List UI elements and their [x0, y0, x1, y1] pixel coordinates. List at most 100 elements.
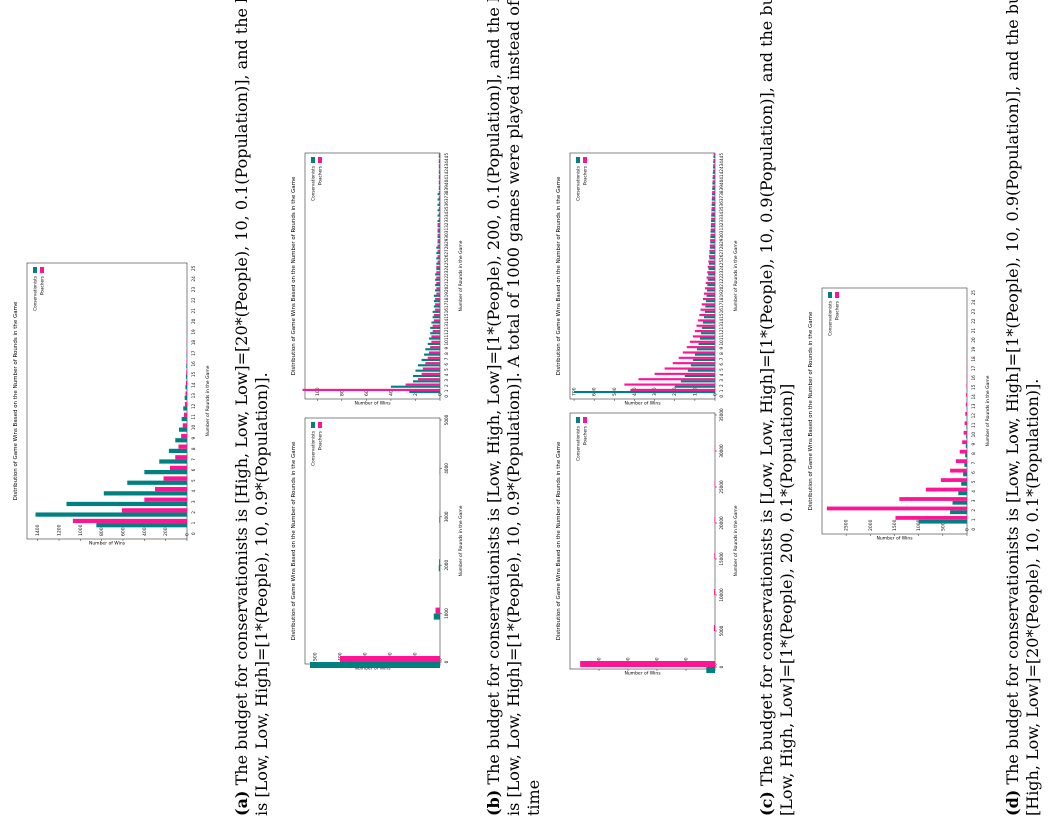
- bar-conservationists: [437, 241, 440, 244]
- x-tick-label: 12: [444, 329, 449, 335]
- bar-conservationists: [966, 434, 967, 439]
- y-axis-label: Number of Wins: [89, 541, 126, 546]
- bar-conservationists: [710, 235, 715, 239]
- bar-poachers: [682, 351, 715, 354]
- legend-label-poachers: Poachers: [583, 166, 588, 185]
- x-tick-label: 42: [444, 169, 449, 175]
- bar-conservationists: [437, 209, 440, 212]
- x-tick-label: 6: [191, 468, 196, 471]
- bar-poachers: [438, 207, 440, 210]
- bar-conservationists: [438, 187, 440, 190]
- bar-poachers: [437, 239, 440, 242]
- x-tick-label: 11: [971, 422, 976, 428]
- x-tick-label: 37: [719, 195, 724, 201]
- y-axis-label: Number of Wins: [354, 401, 391, 406]
- x-tick-label: 17: [444, 302, 449, 308]
- bar-poachers: [707, 271, 715, 274]
- x-tick-label: 23: [971, 309, 976, 315]
- bar-poachers: [714, 553, 715, 559]
- bar-conservationists: [711, 203, 715, 206]
- bar-poachers: [710, 233, 715, 236]
- bar-poachers: [700, 308, 715, 311]
- x-tick-label: 21: [719, 281, 724, 287]
- bar-poachers: [437, 255, 440, 258]
- x-tick-label: 35: [444, 206, 449, 212]
- bar-poachers: [712, 180, 715, 183]
- x-tick-label: 20: [719, 286, 724, 292]
- x-tick-label: 30: [444, 233, 449, 239]
- bar-poachers: [438, 164, 440, 167]
- caption-b-tag: (b): [484, 789, 503, 816]
- bar-conservationists: [707, 278, 715, 281]
- bar-conservationists: [437, 230, 440, 233]
- bar-poachers: [689, 340, 715, 343]
- x-axis-label: Number of Rounds in the Game: [733, 240, 739, 311]
- x-tick-label: 14: [444, 318, 449, 324]
- y-tick-label: 1000: [916, 519, 922, 531]
- x-tick-label: 38: [719, 190, 724, 196]
- legend-label-conservationists: Conservationists: [311, 166, 316, 201]
- bar-conservationists: [96, 523, 187, 528]
- bar-conservationists: [179, 427, 187, 432]
- bar-conservationists: [390, 385, 440, 388]
- bar-poachers: [711, 207, 715, 210]
- bar-poachers: [405, 383, 440, 386]
- plot-frame: [304, 152, 441, 400]
- bar-conservationists: [430, 332, 440, 335]
- bar-poachers: [706, 276, 715, 279]
- bar-conservationists: [438, 161, 440, 164]
- bar-conservationists: [435, 284, 440, 287]
- x-axis-label: Number of Rounds in the Game: [205, 365, 211, 436]
- bar-conservationists: [438, 177, 440, 180]
- x-tick-label: 6: [719, 363, 724, 366]
- x-tick-label: 2: [191, 511, 196, 514]
- y-tick-label: 0: [438, 658, 444, 661]
- chart-c1: Distribution of Game Wins Based on the N…: [556, 408, 739, 675]
- caption-c-line2: [Low, High, Low]=[1*(People), 200, 0.1*(…: [777, 383, 796, 816]
- x-tick-label: 45: [444, 153, 449, 159]
- bar-conservationists: [684, 374, 715, 378]
- bar-conservationists: [437, 193, 440, 196]
- x-tick-label: 15: [971, 384, 976, 390]
- bar-poachers: [437, 249, 440, 252]
- bar-poachers: [437, 244, 440, 247]
- x-tick-label: 35000: [719, 408, 724, 422]
- bar-poachers: [438, 196, 440, 199]
- x-tick-label: 34: [719, 212, 724, 218]
- bar-poachers: [624, 383, 715, 386]
- bar-conservationists: [435, 278, 440, 281]
- x-tick-label: 19: [444, 292, 449, 298]
- x-tick-label: 4: [971, 490, 976, 493]
- bar-conservationists: [712, 177, 715, 180]
- bar-conservationists: [700, 332, 715, 335]
- bar-poachers: [940, 478, 967, 482]
- bar-conservationists: [706, 289, 715, 292]
- x-tick-label: 40: [719, 179, 724, 185]
- bar-poachers: [694, 330, 715, 333]
- bar-conservationists: [699, 337, 715, 340]
- bar-poachers: [965, 411, 967, 416]
- bar-conservationists: [175, 438, 187, 443]
- legend-label-conservationists: Conservationists: [828, 301, 833, 336]
- x-tick-label: 25000: [719, 480, 724, 494]
- bar-conservationists: [704, 310, 715, 313]
- x-axis-label: Number of Rounds in the Game: [733, 505, 739, 576]
- caption-c-line1: The budget for conservationists is [Low,…: [757, 0, 776, 787]
- bar-poachers: [705, 281, 715, 285]
- bar-conservationists: [701, 326, 715, 329]
- bar-conservationists: [433, 305, 440, 308]
- bar-poachers: [630, 388, 715, 391]
- bar-poachers: [712, 169, 715, 172]
- bar-poachers: [710, 223, 715, 226]
- x-tick-label: 20: [971, 337, 976, 343]
- bar-conservationists: [438, 182, 440, 185]
- bar-conservationists: [35, 512, 188, 517]
- bar-conservationists: [127, 480, 187, 485]
- bar-conservationists: [439, 516, 440, 523]
- x-tick-label: 8: [719, 352, 724, 355]
- bar-poachers: [580, 661, 715, 667]
- bar-poachers: [899, 497, 967, 501]
- x-tick-label: 22: [444, 276, 449, 282]
- y-tick-label: 1200: [57, 524, 63, 536]
- bar-conservationists: [692, 358, 715, 362]
